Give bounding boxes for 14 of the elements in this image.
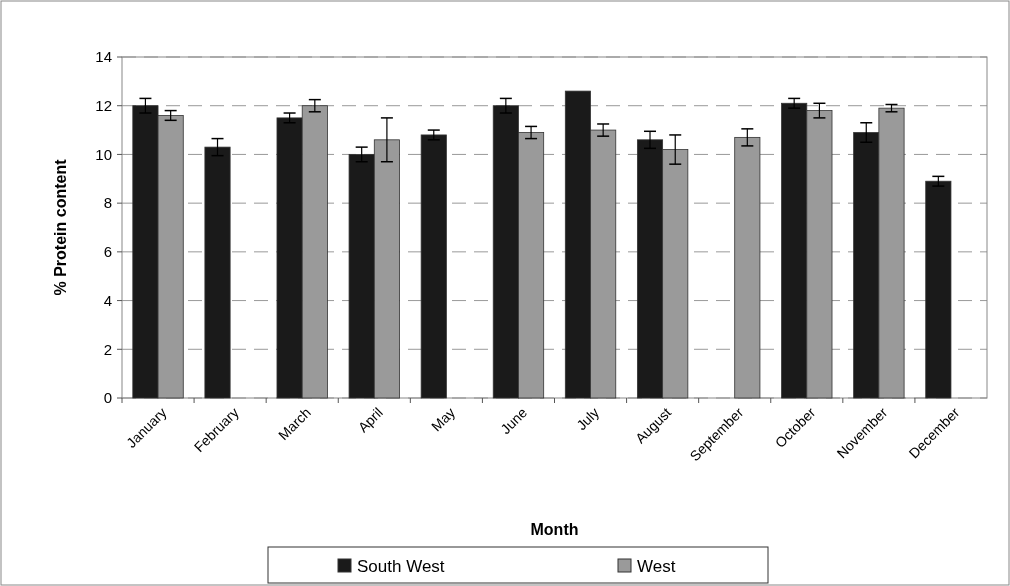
x-tick-label: July xyxy=(573,404,603,434)
y-axis-title: % Protein content xyxy=(52,158,69,296)
y-tick-label: 6 xyxy=(103,243,112,261)
y-tick-label: 2 xyxy=(103,340,112,358)
legend-label: South West xyxy=(357,556,445,576)
x-tick-label: May xyxy=(427,404,458,435)
y-tick-label: 0 xyxy=(103,389,112,407)
y-tick-label: 10 xyxy=(95,145,112,163)
x-axis-title: Month xyxy=(530,521,579,538)
y-tick-label: 4 xyxy=(103,291,112,309)
y-tick-label: 12 xyxy=(95,96,112,114)
y-tick-label: 8 xyxy=(103,194,112,212)
y-tick-label: 14 xyxy=(95,48,112,66)
legend-label: West xyxy=(637,556,676,576)
